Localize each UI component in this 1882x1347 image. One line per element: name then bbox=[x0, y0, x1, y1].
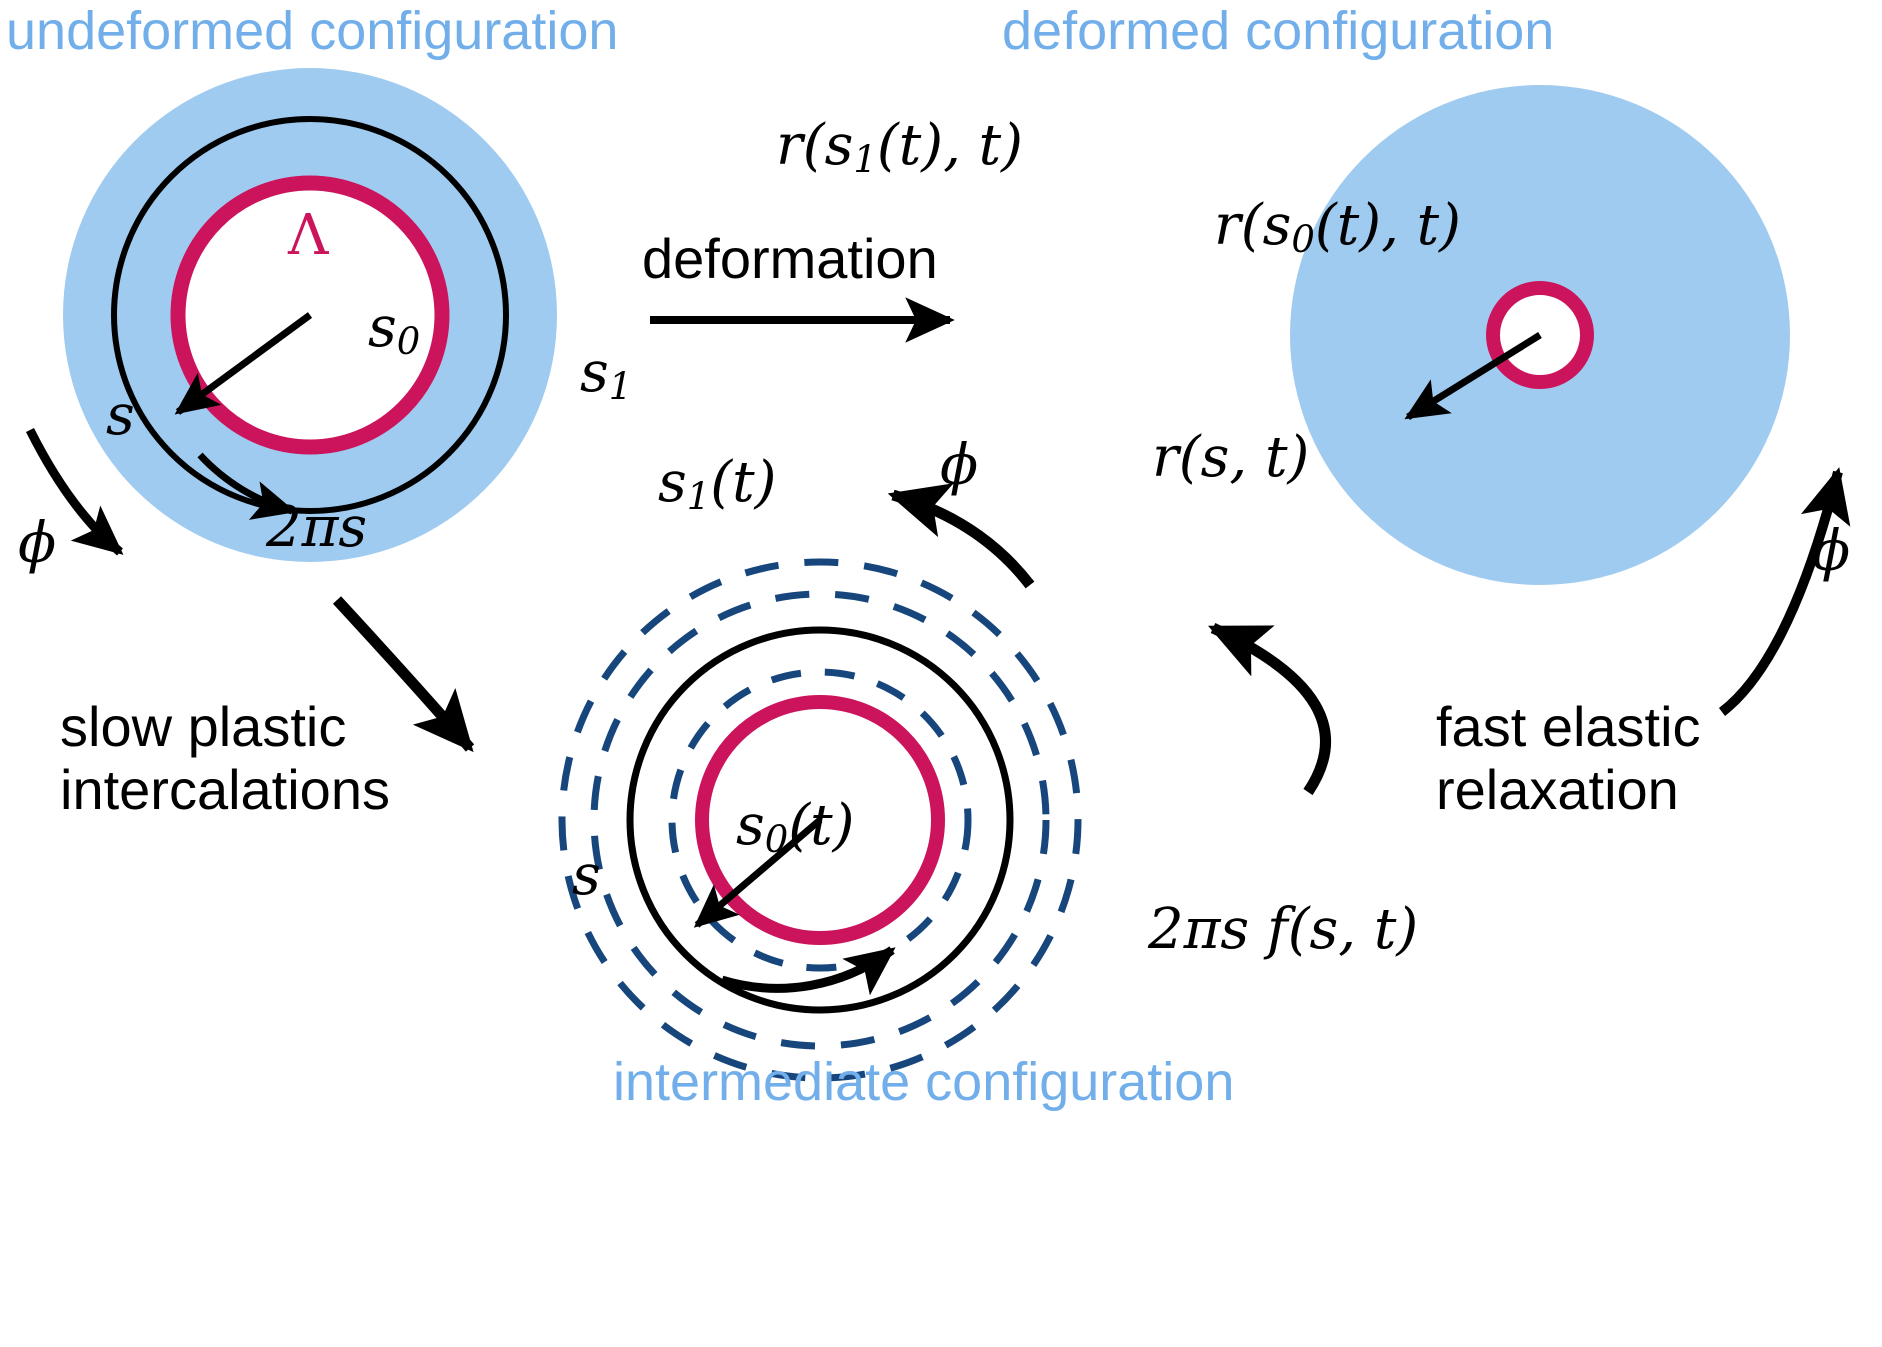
undeformed-s-arrow-label: s bbox=[106, 383, 135, 448]
intermediate-outer-circle bbox=[626, 626, 1014, 1014]
phi-arrow-left bbox=[25, 427, 124, 556]
undeformed-s1-sub: 1 bbox=[608, 365, 633, 409]
intermediate-dashed-circle-mid bbox=[590, 590, 1050, 1050]
intermediate-s1t-head: s bbox=[658, 450, 687, 515]
intermediate-s0t-tail: (t) bbox=[788, 793, 855, 858]
intermediate-inner-ring bbox=[695, 695, 945, 945]
intermediate-s0t-label: s0(t) bbox=[736, 798, 854, 859]
undeformed-s0-label: s0 bbox=[368, 300, 420, 361]
intermediate-dashed-circle-inner bbox=[668, 668, 972, 972]
slow-plastic-arrow bbox=[332, 596, 475, 753]
deformed-outer-head: r(s bbox=[776, 113, 854, 178]
phi-center-label: ϕ bbox=[940, 433, 979, 498]
intermediate-s0t-sub: 0 bbox=[764, 818, 789, 862]
phi-left-label: ϕ bbox=[18, 511, 57, 576]
intermediate-radius-arrow bbox=[693, 817, 823, 928]
deformed-radial-label: r(s, t) bbox=[1152, 425, 1310, 490]
deformed-outer-tail: (t), t) bbox=[876, 113, 1024, 178]
deformed-radius-arrow bbox=[1404, 332, 1542, 420]
deformed-outer-sub: 1 bbox=[853, 138, 877, 182]
fast-elastic-label: fast elastic relaxation bbox=[1436, 695, 1701, 821]
undeformed-s1-base: s bbox=[580, 340, 609, 405]
intermediate-circumference-label: 2πs f(s, t) bbox=[1148, 897, 1419, 962]
slow-plastic-label: slow plastic intercalations bbox=[60, 695, 390, 821]
phi-right-label: ϕ bbox=[1812, 519, 1851, 584]
lambda-label: Λ bbox=[288, 203, 329, 268]
undeformed-s1-label: s1 bbox=[580, 345, 632, 406]
deformed-outer-label: r(s1(t), t) bbox=[776, 118, 1023, 179]
intermediate-s1t-sub: 1 bbox=[686, 475, 711, 519]
intermediate-s0t-head: s bbox=[736, 793, 765, 858]
intermediate-s1t-label: s1(t) bbox=[658, 455, 776, 516]
undeformed-s0-sub: 0 bbox=[396, 320, 421, 364]
intermediate-s1t-tail: (t) bbox=[710, 450, 777, 515]
intermediate-s-arrow-label: s bbox=[572, 843, 601, 908]
undeformed-s0-base: s bbox=[368, 295, 397, 360]
fast-elastic-arrow bbox=[1208, 623, 1331, 796]
intermediate-dashed-circle-outer bbox=[558, 558, 1082, 1082]
deformed-inner-label: r(s0(t), t) bbox=[1214, 198, 1461, 259]
deformed-config-title: deformed configuration bbox=[1002, 1, 1555, 61]
deformed-inner-tail: (t), t) bbox=[1314, 193, 1462, 258]
deformation-label: deformation bbox=[642, 227, 938, 290]
undeformed-config-title: undeformed configuration bbox=[6, 1, 619, 61]
deformed-inner-head: r(s bbox=[1214, 193, 1292, 258]
deformed-inner-sub: 0 bbox=[1291, 218, 1315, 262]
intermediate-config-title: intermediate configuration bbox=[613, 1052, 1235, 1112]
undeformed-circumference-label: 2πs bbox=[266, 495, 368, 560]
phi-arrow-center bbox=[887, 483, 1035, 589]
undeformed-circumference-arrowhead bbox=[197, 452, 297, 520]
phi-arrow-right bbox=[1718, 467, 1851, 716]
undeformed-outer-circle bbox=[111, 116, 509, 514]
undeformed-radius-arrow bbox=[174, 312, 313, 415]
intermediate-circumference-arrowhead bbox=[720, 946, 896, 996]
